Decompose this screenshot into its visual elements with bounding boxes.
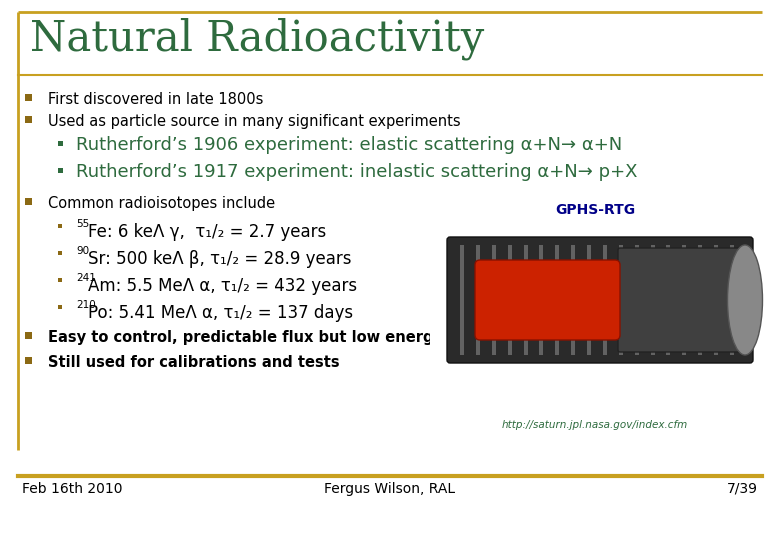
Bar [619,245,622,355]
FancyBboxPatch shape [618,248,742,352]
Text: Still used for calibrations and tests: Still used for calibrations and tests [48,355,339,370]
Bar [476,245,480,355]
Bar [635,245,639,355]
Bar [682,245,686,355]
Text: 55: 55 [76,219,89,229]
Bar [666,245,671,355]
Bar [58,224,62,228]
Bar [24,198,31,205]
Text: 7/39: 7/39 [727,482,758,496]
Text: 210: 210 [76,300,96,310]
Text: 90: 90 [76,246,89,256]
Text: Easy to control, predictable flux but low energy: Easy to control, predictable flux but lo… [48,330,443,345]
Text: Used as particle source in many significant experiments: Used as particle source in many signific… [48,114,461,129]
Bar [491,245,496,355]
Bar [58,167,62,172]
Text: Fergus Wilson, RAL: Fergus Wilson, RAL [324,482,456,496]
Bar [58,305,62,309]
Bar [540,245,544,355]
Text: 241: 241 [76,273,96,283]
Text: First discovered in late 1800s: First discovered in late 1800s [48,92,264,107]
Bar [730,245,734,355]
Bar [571,245,575,355]
Text: Po: 5.41 MeΛ α, τ₁/₂ = 137 days: Po: 5.41 MeΛ α, τ₁/₂ = 137 days [88,304,353,322]
Text: Rutherford’s 1906 experiment: elastic scattering α+N→ α+N: Rutherford’s 1906 experiment: elastic sc… [76,136,622,154]
Bar [603,245,607,355]
Text: Fe: 6 keΛ γ,  τ₁/₂ = 2.7 years: Fe: 6 keΛ γ, τ₁/₂ = 2.7 years [88,223,326,241]
Bar [698,245,702,355]
Text: Natural Radioactivity: Natural Radioactivity [30,17,484,59]
Bar [430,195,760,415]
Bar [24,356,31,363]
Bar [651,245,654,355]
Bar [523,245,527,355]
Bar [508,245,512,355]
Bar [58,278,62,282]
Text: Rutherford’s 1917 experiment: inelastic scattering α+N→ p+X: Rutherford’s 1917 experiment: inelastic … [76,163,637,181]
Text: GPHS-RTG: GPHS-RTG [555,203,635,217]
Text: Common radioisotopes include: Common radioisotopes include [48,196,275,211]
Bar [58,140,62,145]
FancyBboxPatch shape [447,237,753,363]
Bar [587,245,591,355]
Text: Am: 5.5 MeΛ α, τ₁/₂ = 432 years: Am: 5.5 MeΛ α, τ₁/₂ = 432 years [88,277,357,295]
Text: Sr: 500 keΛ β, τ₁/₂ = 28.9 years: Sr: 500 keΛ β, τ₁/₂ = 28.9 years [88,250,352,268]
Bar [24,93,31,100]
FancyBboxPatch shape [475,260,620,340]
Bar [24,116,31,123]
Bar [714,245,718,355]
Bar [555,245,559,355]
Bar [24,332,31,339]
Bar [460,245,464,355]
Ellipse shape [728,245,763,355]
Text: Feb 16th 2010: Feb 16th 2010 [22,482,122,496]
Bar [58,251,62,255]
Text: http://saturn.jpl.nasa.gov/index.cfm: http://saturn.jpl.nasa.gov/index.cfm [502,420,688,430]
